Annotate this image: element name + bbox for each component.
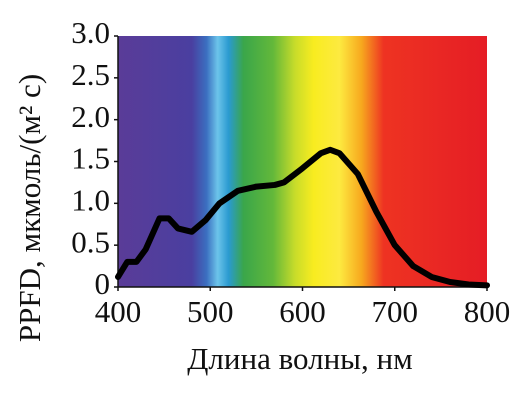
x-axis-label: Длина волны, нм: [187, 341, 412, 376]
spectrum-background: [118, 36, 487, 287]
x-tick-label: 800: [464, 294, 511, 329]
x-tick-label: 500: [187, 294, 234, 329]
y-tick-label: 0: [95, 266, 111, 301]
y-tick-label: 3.0: [71, 15, 110, 50]
y-axis-label: PPFD, мкмоль/(м² с): [12, 74, 47, 342]
x-tick-label: 600: [279, 294, 326, 329]
y-tick-label: 1.5: [71, 141, 110, 176]
x-tick-label: 700: [372, 294, 419, 329]
y-tick-label: 0.5: [71, 224, 110, 259]
y-tick-label: 1.0: [71, 182, 110, 217]
y-tick-label: 2.5: [71, 57, 110, 92]
line-series: [115, 146, 490, 289]
x-tick-label: 400: [95, 294, 142, 329]
y-tick-label: 2.0: [71, 99, 110, 134]
